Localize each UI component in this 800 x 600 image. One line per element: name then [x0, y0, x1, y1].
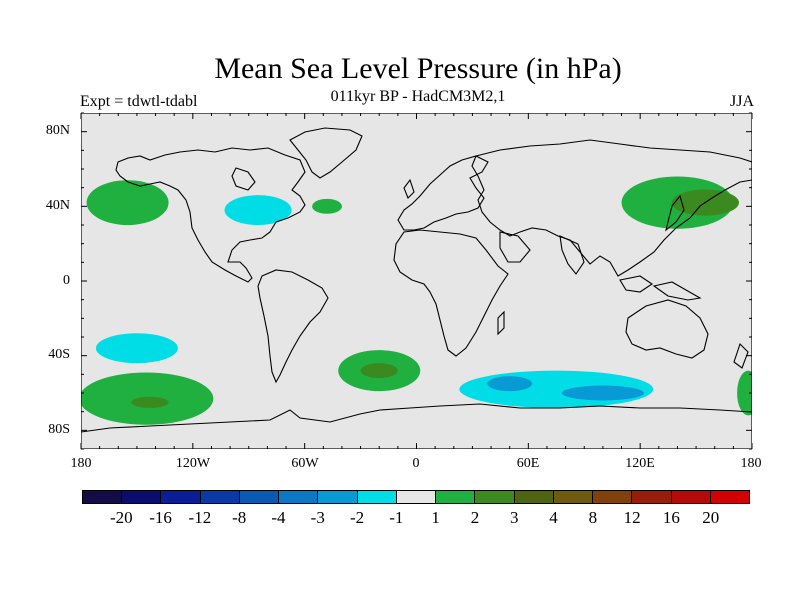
- colorbar-label: -2: [349, 508, 365, 527]
- colorbar-swatch: [514, 491, 554, 503]
- colorbar-label: 2: [470, 508, 480, 527]
- lon-tick-label: 120E: [625, 456, 655, 471]
- anomaly-region: [95, 333, 178, 364]
- colorbar-swatch: [161, 491, 201, 503]
- colorbar-swatch: [122, 491, 162, 503]
- colorbar-swatch: [632, 491, 672, 503]
- subtitle: 011kyr BP - HadCM3M2,1: [330, 88, 506, 105]
- colorbar-swatch: [200, 491, 240, 503]
- anomaly-region: [131, 396, 169, 408]
- anomaly-region: [360, 363, 398, 379]
- anomaly-region: [224, 195, 292, 225]
- colorbar-swatch: [710, 491, 749, 503]
- colorbar-label: 4: [549, 508, 558, 527]
- colorbar-swatch: [318, 491, 358, 503]
- lat-tick-label: 80S: [48, 422, 70, 437]
- colorbar-label: -3: [310, 508, 325, 527]
- colorbar-label: -16: [149, 508, 172, 527]
- colorbar-swatch: [436, 491, 476, 503]
- colorbar-label: 1: [431, 508, 440, 527]
- anomaly-region: [487, 376, 533, 392]
- colorbar-label: 16: [662, 508, 680, 527]
- lon-tick-label: 60W: [291, 456, 319, 471]
- colorbar-label: 3: [509, 508, 519, 527]
- anomaly-region: [86, 180, 169, 226]
- colorbar-label: -1: [389, 508, 404, 527]
- lat-tick-label: 40S: [48, 347, 70, 362]
- colorbar-swatch: [593, 491, 633, 503]
- colorbar-label: 8: [588, 508, 598, 527]
- colorbar-label: 20: [702, 508, 720, 527]
- lon-tick-label: 60E: [516, 456, 540, 471]
- colorbar-swatch: [83, 491, 123, 503]
- lon-tick-label: 120W: [175, 456, 211, 471]
- lat-tick-label: 40N: [45, 198, 70, 213]
- colorbar-swatch: [475, 491, 515, 503]
- colorbar-swatch: [239, 491, 280, 503]
- experiment-label: Expt = tdwtl-tdabl: [80, 93, 198, 110]
- anomaly-region: [561, 385, 644, 401]
- colorbar-label: -20: [109, 508, 133, 527]
- lon-tick-label: 0: [412, 456, 420, 471]
- coastlines: [81, 127, 752, 433]
- colorbar-swatch: [553, 491, 594, 503]
- colorbar-swatch: [279, 491, 319, 503]
- colorbar-swatch: [357, 491, 397, 503]
- colorbar-label: -12: [188, 508, 212, 527]
- colorbar-label: 12: [623, 508, 641, 527]
- colorbar: [82, 490, 750, 504]
- lat-tick-label: 0: [63, 273, 70, 288]
- colorbar-label: -8: [232, 508, 247, 527]
- tick-marks: [80, 112, 753, 450]
- anomaly-layer: [81, 176, 752, 425]
- title: Mean Sea Level Pressure (in hPa): [214, 52, 622, 85]
- anomaly-region: [737, 370, 752, 416]
- anomaly-region: [312, 198, 342, 214]
- lon-tick-label: 180: [70, 456, 92, 471]
- colorbar-swatch: [671, 491, 711, 503]
- lat-tick-label: 80N: [45, 123, 70, 138]
- season-label: JJA: [729, 93, 754, 110]
- colorbar-swatch: [396, 491, 437, 503]
- lon-tick-label: 180: [740, 456, 762, 471]
- colorbar-label: -4: [271, 508, 286, 527]
